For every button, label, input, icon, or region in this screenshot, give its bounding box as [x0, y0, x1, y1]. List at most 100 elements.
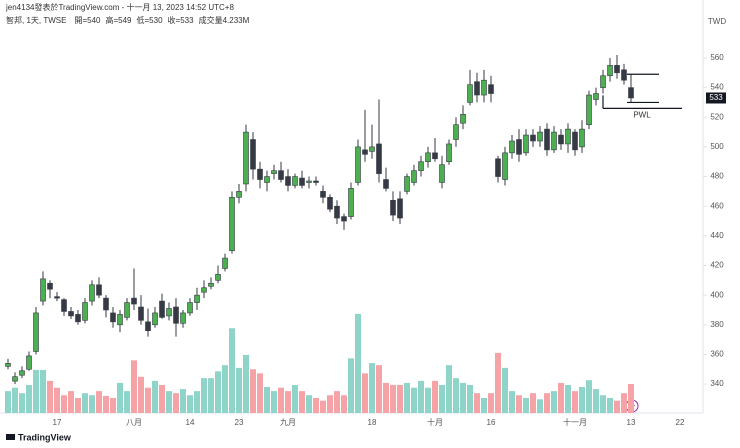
candle-body — [299, 177, 305, 186]
x-tick-label: 十月 — [427, 417, 443, 427]
candle-body — [33, 312, 39, 352]
volume-bar — [222, 365, 228, 413]
volume-bar — [551, 391, 557, 413]
candle-body — [495, 158, 501, 177]
candle-body — [607, 65, 613, 77]
volume-layer — [5, 313, 634, 413]
candle-body — [446, 143, 452, 163]
volume-bar — [19, 393, 25, 413]
candle-body — [383, 179, 389, 189]
x-tick-label: 九月 — [280, 418, 296, 427]
candle-body — [432, 152, 438, 160]
candle-body — [68, 311, 74, 317]
y-tick-label: 500 — [710, 142, 724, 151]
volume-bar — [131, 360, 137, 413]
x-tick-label: 16 — [487, 418, 496, 427]
candle-body — [572, 131, 578, 151]
volume-bar — [369, 363, 375, 413]
volume-bar — [474, 393, 480, 413]
candle-body — [75, 314, 81, 323]
candle-body — [320, 191, 326, 198]
volume-bar — [544, 393, 550, 413]
candle-body — [110, 312, 116, 323]
volume-bar — [600, 395, 606, 413]
volume-bar — [159, 384, 165, 413]
volume-bar — [278, 387, 284, 413]
candle-body — [222, 257, 228, 269]
symbol: 智邦, 1天, TWSE — [6, 15, 66, 25]
y-tick-label: 480 — [710, 172, 724, 181]
volume-bar — [495, 352, 501, 413]
candle-body — [40, 278, 46, 302]
candle-body — [26, 355, 32, 370]
volume-bar — [306, 395, 312, 413]
candle-body — [257, 168, 263, 180]
volume-bar — [425, 387, 431, 413]
candle-body — [614, 65, 620, 74]
candle-body — [460, 113, 466, 124]
y-tick-label: 380 — [710, 320, 724, 329]
x-tick-label: 22 — [676, 418, 685, 427]
volume-bar — [299, 391, 305, 413]
candle-body — [327, 197, 333, 210]
candle-body — [439, 164, 445, 183]
candle-body — [19, 370, 25, 376]
candle-body — [544, 128, 550, 151]
volume-bar — [621, 393, 627, 413]
volume-bar — [418, 380, 424, 413]
last-price-box — [706, 92, 726, 104]
candle-body — [376, 143, 382, 174]
volume-bar — [565, 384, 571, 413]
candle-body — [341, 216, 347, 222]
volume-bar — [579, 387, 585, 413]
volume-bar — [243, 354, 249, 413]
x-tick-label: 十一月 — [563, 417, 587, 427]
candle-body — [418, 161, 424, 171]
volume-bar — [390, 384, 396, 413]
candle-body — [82, 302, 88, 321]
candle-body — [117, 314, 123, 326]
y-tick-label: 560 — [710, 53, 724, 62]
candle-body — [362, 149, 368, 155]
candle-body — [12, 376, 18, 382]
volume-bar — [26, 384, 32, 413]
candle-body — [103, 297, 109, 311]
ohlc-value: 高=549 — [105, 15, 132, 25]
candle-body — [453, 124, 459, 140]
candle-body — [131, 297, 137, 305]
candle-body — [369, 146, 375, 152]
volume-bar — [537, 399, 543, 413]
candle-body — [306, 180, 312, 183]
volume-bar — [334, 391, 340, 413]
volume-bar — [530, 393, 536, 413]
candle-body — [467, 84, 473, 103]
volume-bar — [509, 391, 515, 413]
x-tick-label: 八月 — [126, 418, 142, 427]
volume-bar — [523, 397, 529, 413]
candle-body — [509, 140, 515, 154]
volume-bar — [208, 378, 214, 413]
candle-body — [61, 299, 67, 312]
candle-body — [348, 188, 354, 217]
candle-body — [278, 170, 284, 180]
y-tick-label: 400 — [710, 290, 724, 299]
candle-body — [264, 176, 270, 183]
last-price-label: 533 — [709, 93, 723, 102]
volume-bar — [446, 365, 452, 413]
volume-bar — [82, 393, 88, 413]
volume-bar — [614, 400, 620, 413]
candle-body — [145, 321, 151, 332]
logo-text: TradingView — [18, 432, 72, 442]
volume-bar — [327, 395, 333, 413]
volume-bar — [320, 400, 326, 413]
volume-bar — [187, 395, 193, 413]
volume-bar — [439, 384, 445, 413]
candle-body — [404, 176, 410, 192]
level-label: PWL — [633, 110, 651, 119]
x-tick-label: 17 — [53, 418, 62, 427]
y-tick-label: 520 — [710, 112, 724, 121]
candle-body — [565, 128, 571, 145]
volume-bar — [89, 395, 95, 413]
candle-body — [285, 176, 291, 186]
volume-bar — [502, 367, 508, 413]
